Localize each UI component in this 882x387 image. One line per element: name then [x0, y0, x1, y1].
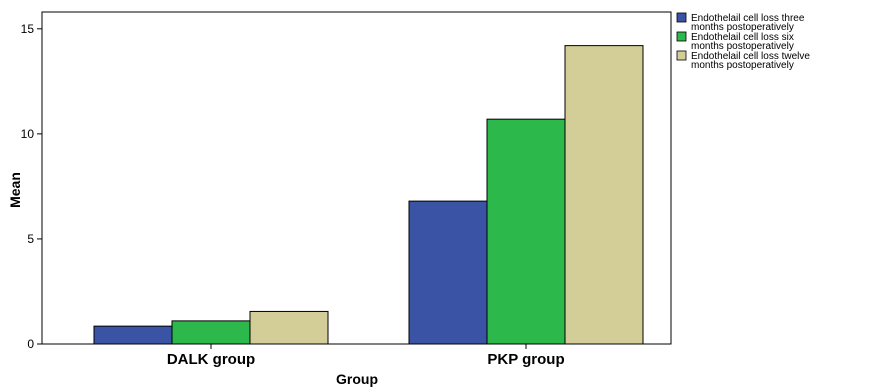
x-tick-label: DALK group	[167, 351, 255, 368]
bars-layer	[93, 45, 644, 345]
legend-label: months postoperatively	[691, 41, 794, 52]
x-axis: DALK group PKP group	[167, 344, 565, 368]
y-axis: 0 5 10 15	[21, 22, 42, 351]
x-axis-title: Group	[336, 371, 378, 387]
bar-pkp-group-series-1	[408, 200, 488, 345]
legend-label: Endothelail cell loss twelve	[691, 51, 810, 62]
y-tick-label: 0	[27, 337, 34, 351]
legend-swatch	[676, 31, 687, 42]
y-tick-label: 15	[21, 22, 35, 36]
y-tick-label: 5	[27, 232, 34, 246]
legend-label: months postoperatively	[691, 60, 794, 71]
bar-pkp-group-series-2	[486, 118, 566, 345]
legend-label: Endothelail cell loss six	[691, 32, 794, 43]
legend-swatch	[676, 12, 687, 23]
legend-label: Endothelail cell loss three	[691, 13, 805, 24]
y-axis-title: Mean	[7, 172, 23, 208]
legend-label: months postoperatively	[691, 22, 794, 33]
bar-dalk-group-series-2	[171, 320, 251, 345]
x-tick-label: PKP group	[487, 351, 564, 368]
y-tick-label: 10	[21, 127, 35, 141]
bar-pkp-group-series-3	[564, 45, 644, 345]
bar-dalk-group-series-3	[249, 310, 329, 345]
legend-swatch	[676, 50, 687, 61]
bar-dalk-group-series-1	[93, 325, 173, 345]
